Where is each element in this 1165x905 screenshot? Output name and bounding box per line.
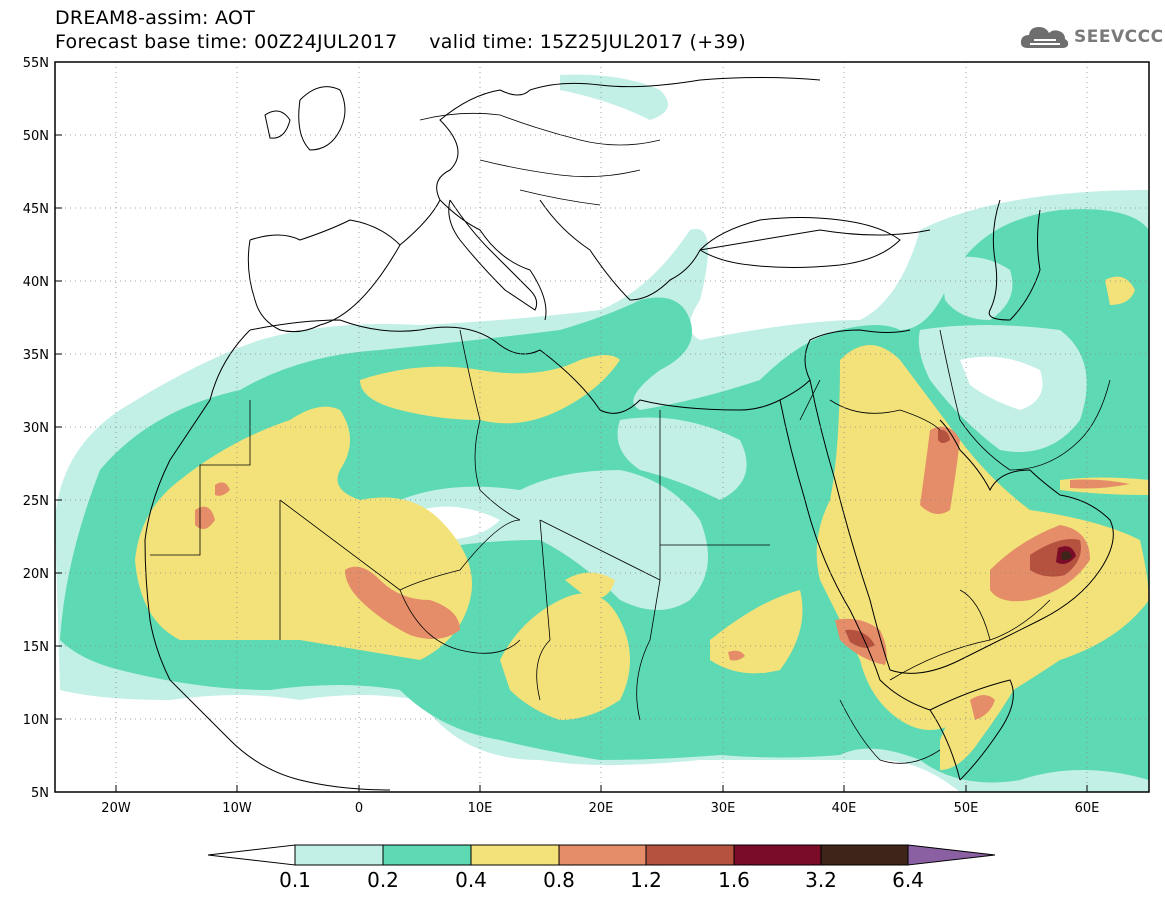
aot-level-0.1-hole-sahara [398,470,708,610]
aot-level-1.2-red-sea [845,629,875,648]
tick-marks [55,134,1088,792]
y-tick-label: 10N [23,713,49,728]
border-algeria-mali [279,499,521,640]
colorbar [207,844,996,866]
aot-shading [55,74,1149,792]
country-borders [150,112,1111,764]
coastline-black-sea [699,217,901,268]
aot-level-0.4-libya-sudan [565,572,615,600]
coastline-iberia [247,239,401,333]
colorbar-swatch-6 [820,844,909,866]
x-tick-label: 60E [1075,801,1100,816]
colorbar-over-arrow [907,844,996,866]
border-chad-sudan [536,519,661,721]
border-central-europe [419,112,661,206]
coastline-arabia [889,419,1114,674]
y-tick-label: 45N [23,202,49,217]
y-tick-label: 5N [31,786,49,801]
x-tick-label: 40E [832,801,857,816]
aot-level-0.8-gulf-oman [1070,479,1130,489]
map-title: DREAM8-assim: AOT [55,7,256,29]
colorbar-label: 6.4 [892,868,924,892]
y-tick-label: 15N [23,640,49,655]
aot-level-0.1-caspian [940,256,1013,320]
logo-text: SEEVCCC [1074,27,1164,47]
border-nigeria-niger [399,589,521,654]
colorbar-label: 3.2 [805,868,837,892]
aot-level-0.4-turkmenistan [1105,276,1135,305]
aot-level-0.8-mauritania [215,482,230,496]
forecast-time-line: Forecast base time: 00Z24JUL2017 valid t… [55,31,746,53]
border-western-sahara [150,400,251,556]
y-tick-label: 30N [23,421,49,436]
colorbar-swatch-4 [645,844,735,866]
border-saudi-yemen-oman [889,589,1051,681]
colorbar-label: 0.4 [455,868,487,892]
aot-level-0.1-hole-egypt [617,417,747,500]
y-tick-label: 55N [23,56,49,71]
x-tick-label: 30E [711,801,736,816]
aot-level-0.8-sudan-spot [728,650,745,661]
coastline-west-africa [144,329,391,791]
coastline-europe [249,77,931,321]
coastlines [144,77,1114,791]
aot-level-0.8-iraq [920,426,960,514]
coastline-north-africa [249,319,911,414]
cloud-icon [1020,27,1069,48]
aot-level-3.2-oman [1061,551,1072,561]
y-tick-label: 35N [23,348,49,363]
coastline-british-isles [264,86,346,151]
aot-level-0.4-algeria [360,355,620,424]
colorbar-swatch-5 [733,844,822,866]
y-tick-label: 40N [23,275,49,290]
seevccc-logo: SEEVCCC [1018,22,1164,52]
grid-lines [55,62,1149,792]
colorbar-label: 0.2 [367,868,399,892]
x-tick-label: 10W [222,801,252,816]
aot-level-0.4-chad [500,593,630,720]
border-ethiopia [839,699,941,764]
border-saudi-iraq [799,379,941,431]
aot-level-0.8-somalia [970,695,995,720]
colorbar-label: 1.6 [718,868,750,892]
colorbar-swatch-0 [294,844,384,866]
colorbar-swatch-1 [382,844,472,866]
aot-level-0.4-arabia [816,345,1149,730]
colorbar-label: 0.1 [279,868,311,892]
colorbar-under-arrow [207,844,296,866]
colorbar-swatch-3 [558,844,647,866]
x-tick-label: 10E [468,801,493,816]
aot-below-0.1-iran [960,356,1043,410]
colorbar-label: 1.2 [630,868,662,892]
border-tunisia [459,329,521,521]
aot-level-0.8-mali [345,566,460,639]
coastline-caspian [988,199,1041,321]
x-tick-label: 50E [954,801,979,816]
coastline-italy [448,199,538,311]
x-tick-label: 0 [355,801,363,816]
y-tick-label: 50N [23,129,49,144]
x-tick-label: 20E [589,801,614,816]
y-tick-label: 20N [23,567,49,582]
colorbar-label: 0.8 [543,868,575,892]
colorbar-swatch-2 [470,844,560,866]
aot-level-1.2-kuwait [938,429,950,443]
x-tick-labels: 20W 10W 0 10E 20E 30E 40E 50E 60E [101,801,1099,816]
x-tick-label: 20W [101,801,131,816]
coastline-horn [929,679,1014,781]
y-tick-label: 25N [23,494,49,509]
y-tick-labels: 55N 50N 45N 40N 35N 30N 25N 20N 15N 10N … [23,56,49,801]
coastline-red-sea [779,379,961,781]
